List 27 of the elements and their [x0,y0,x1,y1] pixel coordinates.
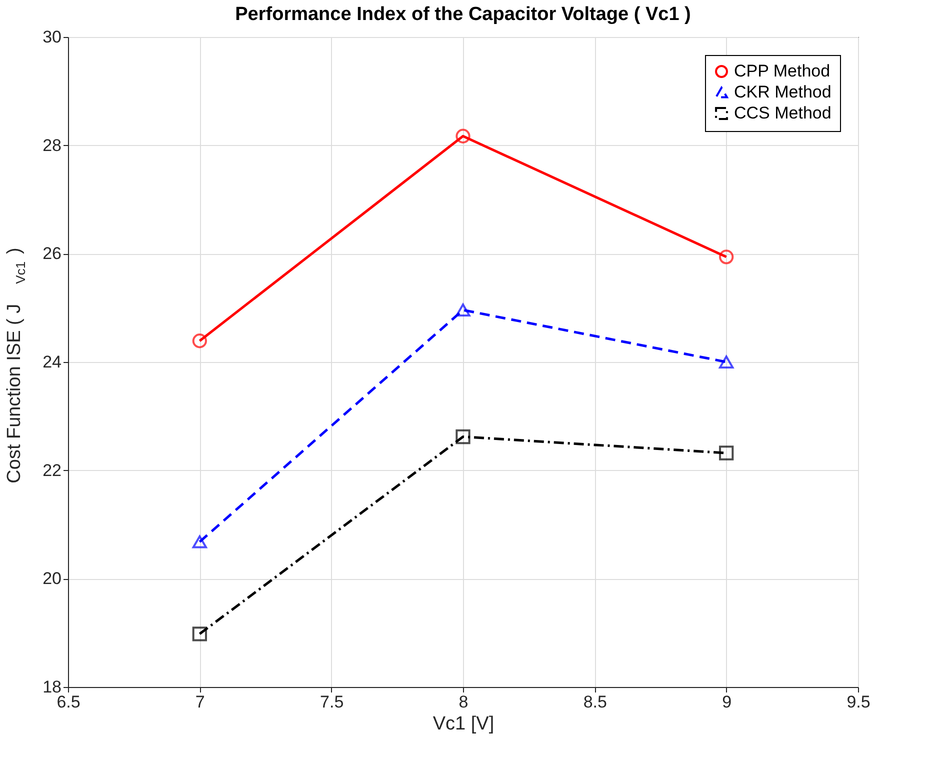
legend-label: CPP Method [734,62,830,80]
point [719,250,734,264]
legend-label: CKR Method [734,82,832,102]
y-tick-label: 30 [42,28,62,46]
x-tick-label: 8 [458,692,468,712]
point [192,535,207,548]
x-tick-label: 7.5 [320,692,344,712]
x-axis-title: Vc1 [V] [432,714,494,734]
legend-label: CCS Method [734,104,832,122]
point [192,334,207,348]
x-tick-label: 7 [195,692,205,712]
y-tick-label: 26 [42,244,62,264]
x-tick-label: 9.5 [846,692,870,712]
y-tick-label: 24 [42,352,62,372]
point [456,429,470,444]
y-tick-label: 20 [42,569,62,588]
point [456,128,470,144]
y-axis-title: Cost Function ISE ( JVc1 ) [4,248,28,484]
y-tick-label: 28 [42,136,62,155]
y-tick-label: 22 [42,460,62,480]
chart-title: Performance Index of the Capacitor Voltage ( Vc1 ) [235,4,691,25]
x-tick-label: 9 [722,692,732,712]
point [719,446,734,460]
point [456,304,470,316]
point [719,356,734,368]
point [192,626,207,642]
x-tick-label: 8.5 [583,692,607,712]
